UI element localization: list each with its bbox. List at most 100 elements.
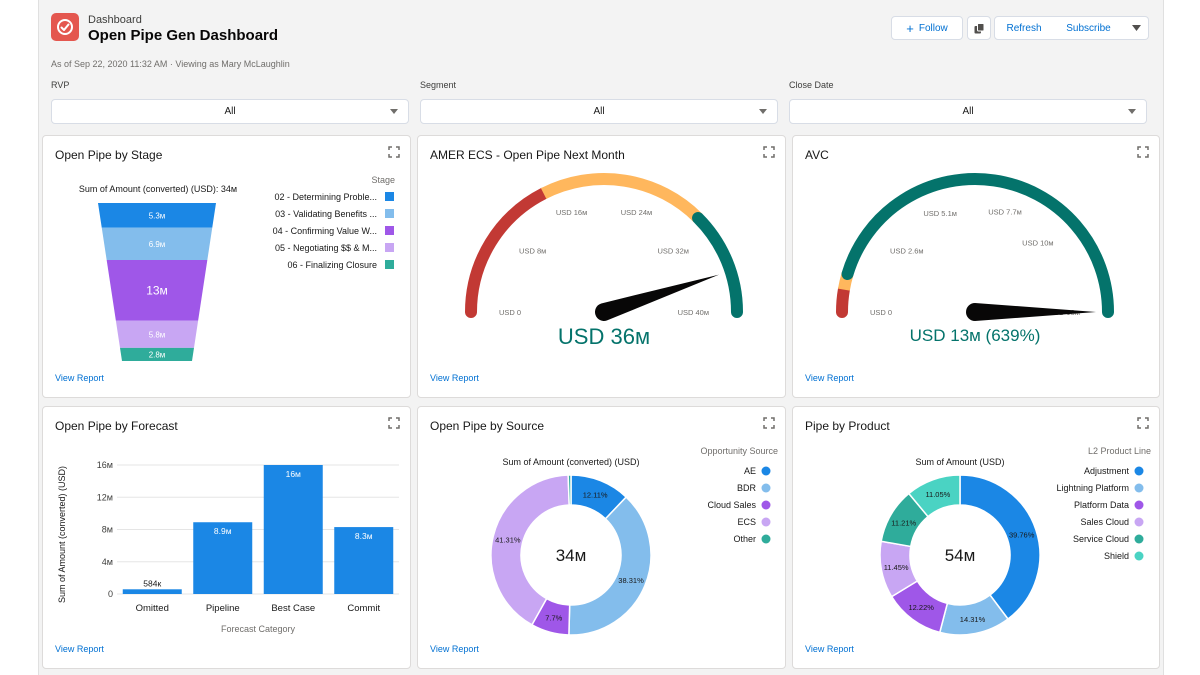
donut-slice xyxy=(567,474,572,506)
legend-item-label: 02 - Determining Proble... xyxy=(274,192,377,202)
y-tick-label: 16м xyxy=(97,460,113,470)
copy-button[interactable] xyxy=(967,16,991,40)
dashboard-frame: Dashboard Open Pipe Gen Dashboard As of … xyxy=(38,0,1164,675)
gauge-tick-label: USD 40м xyxy=(678,308,709,317)
donut-slice-label: 11.05% xyxy=(925,490,950,499)
dashboard-meta: As of Sep 22, 2020 11:32 AM · Viewing as… xyxy=(51,59,290,69)
legend-swatch xyxy=(1134,534,1144,544)
gauge-band xyxy=(465,187,550,318)
funnel-segment-label: 6.9м xyxy=(149,240,166,249)
breadcrumb[interactable]: Dashboard xyxy=(88,14,142,26)
funnel-segment xyxy=(115,320,199,348)
donut-title: Sum of Amount (converted) (USD) xyxy=(502,457,639,467)
gauge-band xyxy=(692,211,743,318)
funnel-segment-label: 5.8м xyxy=(149,330,166,339)
gauge-chart: USD 0 USD 2.6м USD 5.1м USD 7.7м USD 10м USD … xyxy=(836,173,1114,345)
more-actions-button[interactable] xyxy=(1124,16,1149,40)
bar-value-label: 584к xyxy=(143,578,161,588)
gauge-needle xyxy=(966,303,1096,321)
donut-slice xyxy=(959,474,1041,621)
follow-label: Follow xyxy=(918,22,948,34)
gauge-value-label: USD 13м (639%) xyxy=(910,326,1041,345)
chevron-down-icon xyxy=(759,109,767,114)
expand-icon[interactable] xyxy=(388,146,400,158)
bar-value-label: 8.3м xyxy=(355,531,373,541)
subscribe-button[interactable]: Subscribe xyxy=(1053,16,1125,40)
funnel-segment-label: 2.8м xyxy=(149,350,166,359)
filter-select-segment[interactable]: All xyxy=(420,99,778,124)
filter-select-close-date[interactable]: All xyxy=(789,99,1147,124)
view-report-link[interactable]: View Report xyxy=(805,373,854,383)
donut-slice-label: 41.31% xyxy=(495,536,521,545)
refresh-button[interactable]: Refresh xyxy=(994,16,1054,40)
view-report-link[interactable]: View Report xyxy=(430,373,479,383)
legend-swatch xyxy=(385,192,394,201)
filter-label-close-date: Close Date xyxy=(789,80,834,90)
legend-item-label: Lightning Platform xyxy=(1056,483,1129,493)
legend-swatch xyxy=(761,534,771,544)
card-title: Open Pipe by Stage xyxy=(55,148,163,162)
filter-value-close-date: All xyxy=(962,106,974,117)
gauge-tick-label: USD 10м xyxy=(1022,238,1053,247)
legend-swatch xyxy=(385,243,394,252)
legend-swatch xyxy=(761,483,771,493)
gauge-band xyxy=(836,283,850,318)
legend-item-label: 05 - Negotiating $$ & M... xyxy=(275,243,377,253)
funnel-segment-label: 13м xyxy=(146,283,168,297)
card-pipe-by-product: Pipe by Product Sum of Amount (USD) 39.76… xyxy=(792,406,1160,669)
expand-icon[interactable] xyxy=(1137,146,1149,158)
expand-icon[interactable] xyxy=(1137,417,1149,429)
y-tick-label: 4м xyxy=(102,557,113,567)
x-tick-label: Best Case xyxy=(271,603,315,614)
legend-swatch xyxy=(761,500,771,510)
legend-item-label: 03 - Validating Benefits ... xyxy=(275,209,377,219)
gauge-band xyxy=(841,173,1114,318)
legend-swatch xyxy=(1134,551,1144,561)
gauge-tick-label: USD 0 xyxy=(499,308,521,317)
follow-button[interactable]: + Follow xyxy=(891,16,963,40)
card-title: AVC xyxy=(805,148,829,162)
view-report-link[interactable]: View Report xyxy=(55,644,104,654)
bar-chart: 0 4м 8м 12м 16м 584к Omitted 8.9м Pipeline 16м Bes… xyxy=(57,460,399,634)
donut-center-label: 34м xyxy=(556,546,587,565)
gauge-tick-label: USD 8м xyxy=(519,246,546,255)
legend-swatch xyxy=(1134,466,1144,476)
donut-title: Sum of Amount (USD) xyxy=(915,457,1004,467)
x-axis-title: Forecast Category xyxy=(221,624,296,634)
bar-value-label: 8.9м xyxy=(214,526,232,536)
donut-center-label: 54м xyxy=(945,546,976,565)
legend-item-label: Shield xyxy=(1104,551,1129,561)
legend-swatch xyxy=(1134,500,1144,510)
view-report-link[interactable]: View Report xyxy=(805,644,854,654)
filter-select-rvp[interactable]: All xyxy=(51,99,409,124)
bar-value-label: 16м xyxy=(286,469,301,479)
x-tick-label: Commit xyxy=(347,603,380,614)
card-title: Open Pipe by Source xyxy=(430,419,545,433)
expand-icon[interactable] xyxy=(763,417,775,429)
view-report-link[interactable]: View Report xyxy=(55,373,104,383)
legend-swatch xyxy=(1134,483,1144,493)
legend-item-label: Other xyxy=(733,534,756,544)
card-title: Pipe by Product xyxy=(805,419,890,433)
expand-icon[interactable] xyxy=(763,146,775,158)
card-title: AMER ECS - Open Pipe Next Month xyxy=(430,148,625,162)
view-report-link[interactable]: View Report xyxy=(430,644,479,654)
bar xyxy=(334,527,394,594)
gauge-value-label: USD 36м xyxy=(558,324,650,349)
legend-swatch xyxy=(385,209,394,218)
filter-label-rvp: RVP xyxy=(51,80,70,90)
chevron-down-icon xyxy=(1128,109,1136,114)
legend-title: Opportunity Source xyxy=(700,446,778,456)
expand-icon[interactable] xyxy=(388,417,400,429)
card-amer-ecs-gauge: AMER ECS - Open Pipe Next Month USD 0 USD… xyxy=(417,135,786,398)
donut-slice-label: 39.76% xyxy=(1009,530,1035,539)
card-open-pipe-by-stage: Open Pipe by Stage Sum of Amount (conver… xyxy=(42,135,411,398)
legend-item-label: 04 - Confirming Value W... xyxy=(273,226,377,236)
legend-item-label: ECS xyxy=(737,517,756,527)
x-tick-label: Pipeline xyxy=(206,603,240,614)
funnel-chart: Sum of Amount (converted) (USD): 34м 5.3м… xyxy=(79,175,395,361)
legend-swatch xyxy=(1134,517,1144,527)
funnel-segment xyxy=(101,227,213,261)
chevron-down-icon xyxy=(1131,25,1141,31)
donut-slice xyxy=(490,474,570,626)
